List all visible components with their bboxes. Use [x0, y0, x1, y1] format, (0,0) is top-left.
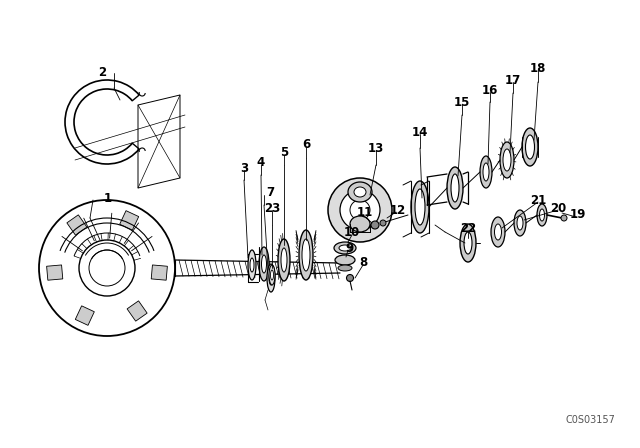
Polygon shape	[151, 265, 168, 280]
Ellipse shape	[269, 271, 273, 285]
Circle shape	[561, 215, 567, 221]
Text: 6: 6	[302, 138, 310, 151]
Ellipse shape	[334, 242, 356, 254]
Text: 12: 12	[390, 203, 406, 216]
Ellipse shape	[480, 156, 492, 188]
Ellipse shape	[517, 216, 523, 230]
Text: 19: 19	[570, 208, 586, 221]
Ellipse shape	[540, 209, 545, 221]
Text: 13: 13	[368, 142, 384, 155]
Ellipse shape	[350, 216, 370, 232]
Text: 9: 9	[346, 241, 354, 254]
Ellipse shape	[299, 230, 313, 280]
Polygon shape	[47, 265, 63, 280]
Text: 20: 20	[550, 202, 566, 215]
Text: 8: 8	[359, 257, 367, 270]
Circle shape	[328, 178, 392, 242]
Ellipse shape	[278, 239, 290, 281]
Text: 2: 2	[98, 65, 106, 78]
Text: 15: 15	[454, 95, 470, 108]
Ellipse shape	[500, 142, 514, 178]
Ellipse shape	[271, 270, 273, 280]
Text: 17: 17	[505, 73, 521, 86]
Ellipse shape	[491, 217, 505, 247]
Polygon shape	[127, 301, 147, 321]
Circle shape	[380, 220, 386, 226]
Text: 23: 23	[264, 202, 280, 215]
Ellipse shape	[415, 189, 425, 225]
Ellipse shape	[338, 265, 352, 271]
Ellipse shape	[483, 163, 489, 181]
Text: C0S03157: C0S03157	[565, 415, 615, 425]
Ellipse shape	[281, 248, 287, 272]
Text: 22: 22	[460, 221, 476, 234]
Circle shape	[340, 190, 380, 230]
Ellipse shape	[537, 204, 547, 226]
Polygon shape	[76, 306, 94, 325]
Ellipse shape	[302, 239, 310, 271]
Circle shape	[371, 221, 379, 229]
Ellipse shape	[495, 224, 502, 240]
Ellipse shape	[447, 167, 463, 209]
Ellipse shape	[267, 264, 275, 292]
Text: 5: 5	[280, 146, 288, 159]
Text: 21: 21	[530, 194, 546, 207]
Ellipse shape	[262, 255, 266, 273]
Ellipse shape	[335, 255, 355, 265]
Text: 7: 7	[266, 185, 274, 198]
Text: 11: 11	[357, 207, 373, 220]
Ellipse shape	[259, 247, 269, 281]
Ellipse shape	[348, 182, 372, 202]
Text: 10: 10	[344, 227, 360, 240]
Ellipse shape	[354, 187, 366, 197]
Ellipse shape	[464, 232, 472, 254]
Text: 18: 18	[530, 61, 546, 74]
Text: 1: 1	[104, 191, 112, 204]
Text: 3: 3	[240, 161, 248, 175]
Text: 16: 16	[482, 83, 498, 96]
Ellipse shape	[525, 135, 534, 159]
Ellipse shape	[451, 174, 459, 202]
Polygon shape	[67, 215, 87, 235]
Ellipse shape	[460, 224, 476, 262]
Ellipse shape	[248, 250, 256, 280]
Ellipse shape	[522, 128, 538, 166]
Ellipse shape	[503, 149, 511, 171]
Ellipse shape	[339, 245, 351, 251]
Circle shape	[346, 275, 353, 281]
Ellipse shape	[269, 265, 275, 285]
Text: 4: 4	[257, 156, 265, 169]
Ellipse shape	[250, 258, 254, 272]
Polygon shape	[120, 211, 139, 230]
Ellipse shape	[514, 210, 526, 236]
Ellipse shape	[411, 181, 429, 233]
Text: 14: 14	[412, 125, 428, 138]
